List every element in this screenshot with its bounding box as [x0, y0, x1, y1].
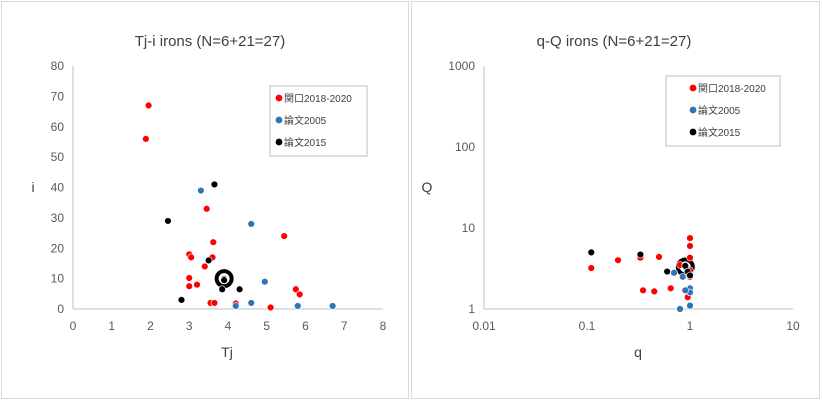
data-point-left	[328, 302, 337, 310]
data-point-right	[686, 242, 694, 250]
data-point-left	[295, 290, 304, 299]
data-point-right	[639, 286, 647, 295]
data-point-left	[201, 262, 209, 271]
legend-label: 関口2018-2020	[698, 83, 766, 95]
data-point-left	[209, 238, 217, 246]
x-tick-label-right: 0.1	[579, 319, 596, 333]
legend-label: 論文2005	[698, 104, 741, 117]
data-point-left	[266, 303, 275, 312]
legend-marker	[689, 128, 697, 136]
y-tick-label-left: 40	[51, 181, 65, 195]
data-point-left	[247, 299, 255, 307]
x-tick-label-left: 2	[147, 319, 154, 333]
data-point-right	[676, 305, 684, 313]
y-tick-label-right: 100	[455, 140, 475, 154]
x-axis-label-left: Tj	[221, 344, 233, 360]
y-axis-label-left: i	[31, 179, 34, 195]
x-tick-label-left: 6	[302, 319, 309, 333]
legend-label: 関口2018-2020	[284, 93, 352, 105]
data-point-left	[193, 281, 201, 289]
data-point-right	[614, 256, 622, 264]
y-axis-label-right: Q	[422, 179, 433, 195]
y-tick-label-left: 70	[51, 89, 65, 103]
legend-left: 関口2018-2020 論文2005 論文2015	[269, 85, 368, 157]
data-point-left	[197, 186, 205, 195]
legend-label: 論文2015	[284, 136, 327, 149]
legend-marker	[275, 116, 283, 124]
x-tick-label-left: 3	[186, 319, 193, 333]
data-point-left	[235, 285, 244, 293]
data-point-left	[210, 299, 219, 307]
x-tick-label-left: 1	[108, 319, 115, 333]
data-point-left	[204, 256, 213, 265]
data-point-left	[185, 274, 193, 282]
data-point-left	[202, 205, 211, 213]
data-point-left	[218, 285, 226, 293]
y-tick-label-left: 60	[51, 120, 65, 134]
chart-title-right: q-Q irons (N=6+21=27)	[537, 33, 692, 50]
data-point-right	[686, 253, 694, 262]
legend-label: 論文2005	[284, 114, 327, 127]
x-tick-label-left: 5	[263, 319, 270, 333]
legend-marker	[275, 94, 283, 102]
data-point-right	[650, 287, 658, 296]
data-point-right	[686, 234, 694, 242]
data-point-right	[655, 253, 663, 261]
y-tick-label-left: 10	[51, 272, 65, 286]
y-tick-label-right: 10	[462, 221, 476, 235]
x-tick-label-left: 7	[341, 319, 348, 333]
y-tick-label-left: 80	[51, 59, 65, 73]
x-tick-label-right: 10	[786, 319, 800, 333]
chart-title-left: Tj-i irons (N=6+21=27)	[135, 33, 285, 50]
data-point-right	[587, 248, 595, 257]
legend-label: 論文2015	[698, 126, 741, 139]
data-point-left	[164, 217, 172, 225]
data-point-left	[292, 285, 300, 293]
x-tick-label-right: 1	[687, 319, 694, 333]
data-point-left	[247, 220, 255, 228]
y-tick-label-left: 20	[51, 241, 65, 255]
data-point-left	[220, 276, 228, 284]
data-point-right	[663, 267, 671, 276]
x-tick-label-left: 4	[225, 319, 232, 333]
x-axis-label-right: q	[634, 344, 642, 360]
data-point-left	[185, 282, 193, 290]
data-point-right	[670, 269, 678, 277]
data-point-left	[144, 101, 153, 110]
data-point-left	[232, 302, 240, 310]
data-point-right	[587, 264, 595, 272]
chart-panel-tj-i	[1, 1, 409, 399]
legend-marker	[689, 84, 697, 92]
y-tick-label-left: 0	[57, 302, 64, 316]
data-point-right	[667, 284, 675, 293]
data-point-right	[686, 271, 694, 280]
chart-panel-q-q	[411, 1, 820, 399]
data-point-right	[681, 286, 689, 295]
data-point-left	[294, 302, 302, 310]
legend-marker	[275, 138, 283, 146]
data-point-left	[187, 253, 195, 262]
x-tick-label-left: 8	[380, 319, 387, 333]
y-tick-label-right: 1000	[448, 59, 475, 73]
data-point-right	[636, 250, 645, 259]
data-point-right	[686, 301, 694, 310]
data-point-right	[679, 273, 687, 281]
legend-right: 関口2018-2020 論文2005 論文2015	[665, 75, 781, 147]
x-tick-label-left: 0	[70, 319, 77, 333]
y-tick-label-left: 30	[51, 211, 65, 225]
data-point-left	[210, 180, 219, 189]
x-tick-label-right: 0.01	[472, 319, 496, 333]
data-point-left	[261, 277, 269, 286]
data-point-left	[142, 135, 150, 143]
y-tick-label-right: 1	[468, 302, 475, 316]
data-point-left	[280, 232, 288, 240]
data-point-left	[177, 296, 186, 304]
legend-marker	[689, 106, 697, 114]
y-tick-label-left: 50	[51, 150, 65, 164]
